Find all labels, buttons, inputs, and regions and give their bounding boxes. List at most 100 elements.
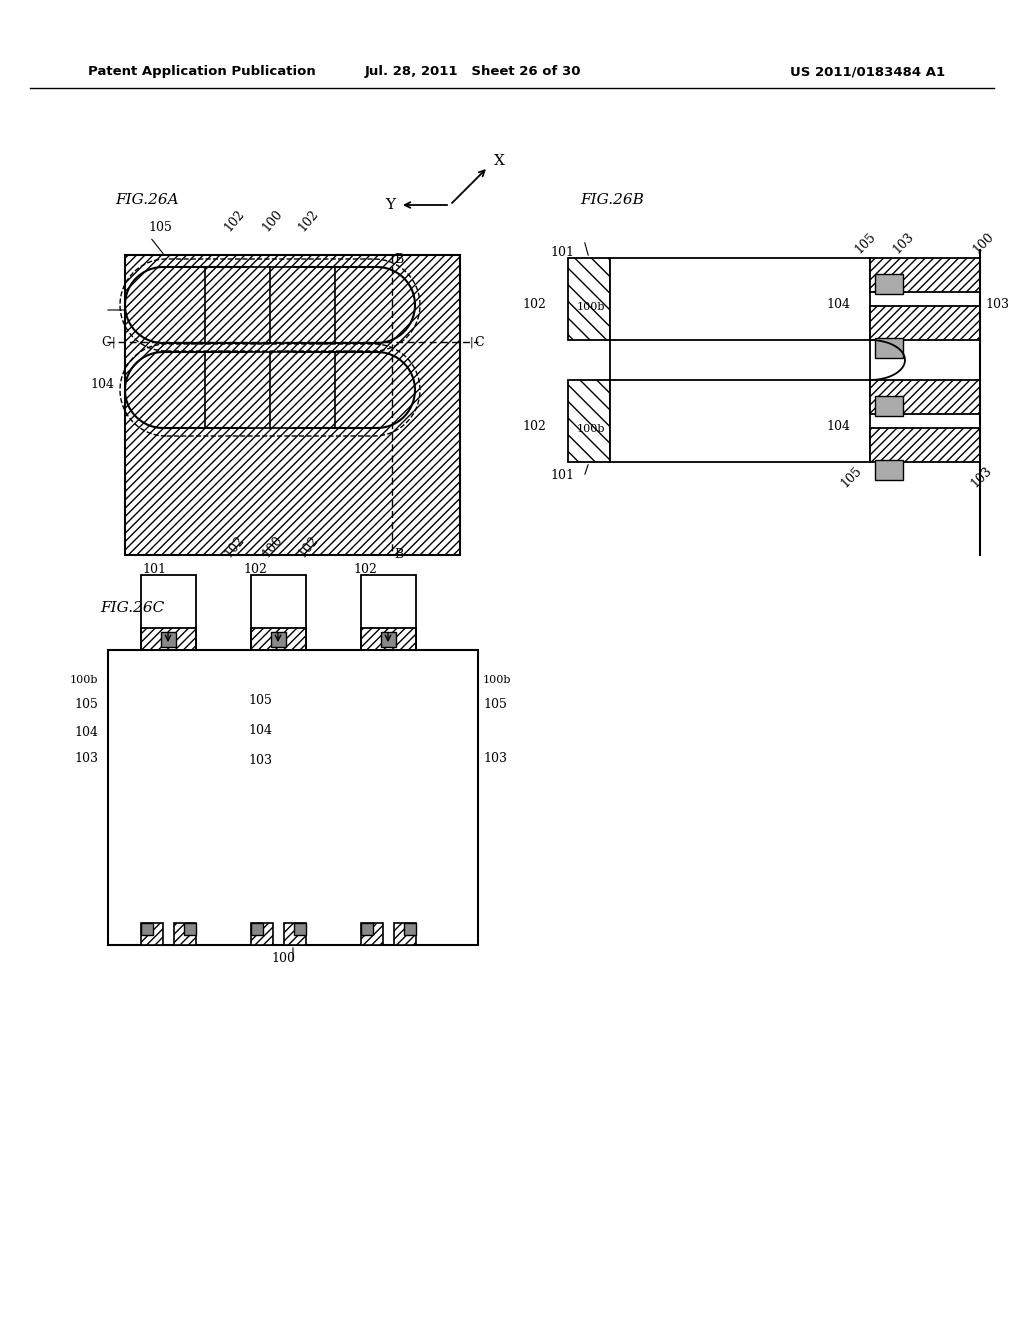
Text: 102: 102 — [243, 564, 267, 576]
Bar — [870, 257, 980, 292]
Polygon shape — [125, 352, 285, 428]
Bar — [360, 576, 416, 649]
Text: 102: 102 — [296, 207, 322, 234]
Bar — [874, 396, 903, 416]
Text: 104: 104 — [826, 420, 850, 433]
Bar — [360, 923, 373, 935]
Bar — [568, 257, 610, 341]
Bar — [247, 267, 293, 343]
Text: 104: 104 — [248, 723, 272, 737]
Bar — [251, 576, 305, 649]
Bar — [870, 380, 980, 414]
Bar — [870, 428, 980, 462]
Text: 100b: 100b — [577, 302, 605, 312]
Bar — [173, 923, 196, 945]
Bar — [294, 923, 305, 935]
Text: X: X — [494, 154, 505, 168]
Bar — [360, 923, 383, 945]
Text: 105: 105 — [248, 693, 272, 706]
Text: FIG.26B: FIG.26B — [580, 193, 644, 207]
Bar — [140, 628, 196, 649]
Text: US 2011/0183484 A1: US 2011/0183484 A1 — [790, 66, 945, 78]
Bar — [125, 255, 460, 554]
Polygon shape — [125, 267, 285, 343]
Text: 103: 103 — [890, 230, 916, 256]
Text: 100: 100 — [271, 952, 295, 965]
Text: 103: 103 — [483, 751, 507, 764]
Text: B: B — [394, 253, 403, 267]
Text: Jul. 28, 2011   Sheet 26 of 30: Jul. 28, 2011 Sheet 26 of 30 — [365, 66, 582, 78]
Text: |: | — [470, 337, 474, 347]
Bar — [183, 923, 196, 935]
Bar — [140, 923, 153, 935]
Bar — [125, 255, 460, 554]
Bar — [251, 628, 305, 649]
Text: 103: 103 — [968, 463, 994, 490]
Bar — [870, 380, 980, 414]
Bar — [108, 649, 478, 945]
Text: Patent Application Publication: Patent Application Publication — [88, 66, 315, 78]
Text: 100: 100 — [970, 230, 996, 256]
Bar — [870, 306, 980, 341]
Bar — [251, 628, 305, 649]
Bar — [870, 257, 980, 292]
Text: 103: 103 — [985, 297, 1009, 310]
Text: C: C — [474, 337, 483, 350]
Bar — [247, 352, 293, 428]
Text: 102: 102 — [522, 297, 546, 310]
Text: 102: 102 — [353, 564, 377, 576]
Bar — [140, 923, 163, 945]
Text: FIG.26C: FIG.26C — [100, 601, 164, 615]
Text: 100b: 100b — [483, 675, 512, 685]
Text: 100: 100 — [260, 533, 286, 560]
Text: |: | — [112, 337, 115, 347]
Bar — [251, 923, 272, 945]
Bar — [393, 923, 416, 945]
Text: 102: 102 — [522, 420, 546, 433]
Bar — [874, 459, 903, 480]
Polygon shape — [255, 352, 415, 428]
Bar — [610, 380, 870, 462]
Bar — [247, 267, 293, 343]
Polygon shape — [255, 267, 415, 343]
Text: 104: 104 — [90, 379, 114, 392]
Bar — [870, 306, 980, 341]
Text: 100b: 100b — [70, 675, 98, 685]
Text: 102: 102 — [222, 533, 248, 560]
Text: B: B — [394, 548, 403, 561]
Text: 104: 104 — [74, 726, 98, 738]
Text: 103: 103 — [248, 754, 272, 767]
Bar — [874, 338, 903, 358]
Bar — [610, 257, 870, 341]
Text: 105: 105 — [74, 698, 98, 711]
Text: 101: 101 — [550, 469, 574, 482]
Text: 104: 104 — [826, 297, 850, 310]
Bar — [568, 380, 610, 462]
Bar — [568, 257, 610, 341]
Text: 105: 105 — [148, 220, 172, 234]
Text: 100: 100 — [260, 207, 286, 234]
Bar — [403, 923, 416, 935]
Text: C: C — [101, 337, 111, 350]
Bar — [140, 576, 196, 649]
Bar — [247, 352, 293, 428]
Text: 105: 105 — [838, 463, 864, 490]
Text: 101: 101 — [142, 564, 167, 576]
Bar — [251, 923, 262, 935]
Text: 105: 105 — [483, 698, 507, 711]
Text: 100b: 100b — [577, 424, 605, 434]
Bar — [270, 631, 286, 647]
Bar — [140, 628, 196, 649]
Bar — [161, 631, 175, 647]
Text: 101: 101 — [550, 246, 574, 259]
Bar — [360, 628, 416, 649]
Text: FIG.26A: FIG.26A — [115, 193, 178, 207]
Text: Y: Y — [385, 198, 395, 213]
Text: 105: 105 — [852, 230, 878, 256]
Bar — [360, 628, 416, 649]
Bar — [870, 428, 980, 462]
Text: 103: 103 — [74, 751, 98, 764]
Bar — [381, 631, 395, 647]
Bar — [284, 923, 305, 945]
Text: 102: 102 — [222, 207, 248, 234]
